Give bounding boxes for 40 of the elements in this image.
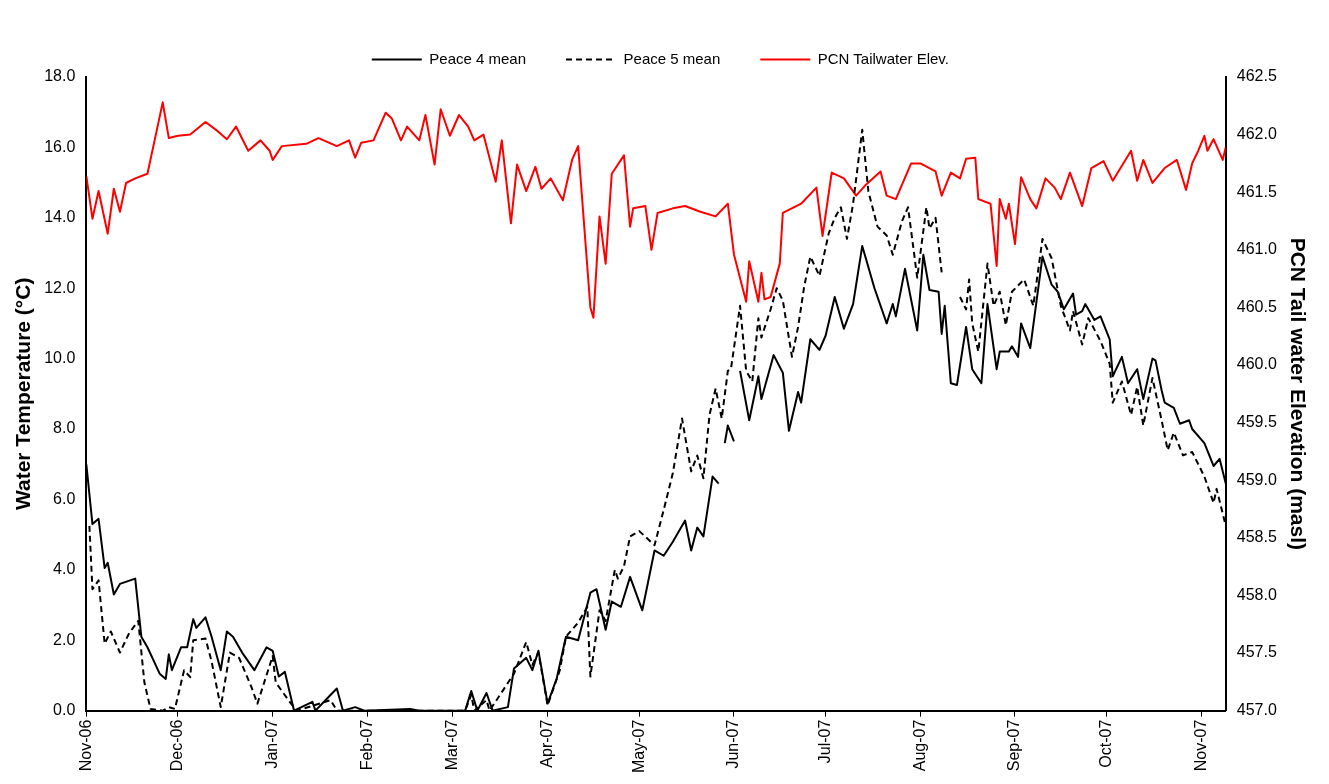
x-tick-label: Jan-07 — [263, 719, 281, 769]
x-tick-label: Mar-07 — [443, 719, 461, 771]
y-tick-label: 2.0 — [53, 630, 76, 648]
x-tick-label: Sep-07 — [1005, 719, 1023, 772]
y2-tick-label: 462.0 — [1236, 125, 1277, 143]
legend-label: PCN Tailwater Elev. — [817, 49, 949, 67]
y2-tick-label: 461.0 — [1236, 240, 1277, 258]
y-axis-title: Water Temperature (°C) — [11, 277, 35, 511]
y2-tick-label: 460.5 — [1236, 297, 1277, 315]
x-tick-label: May-07 — [629, 719, 647, 774]
y-tick-label: 18.0 — [44, 67, 76, 85]
legend-label: Peace 4 mean — [429, 49, 527, 67]
y2-tick-label: 458.5 — [1236, 528, 1277, 546]
y2-tick-label: 457.5 — [1236, 643, 1277, 661]
x-tick-label: Nov-06 — [76, 719, 94, 772]
x-tick-label: Feb-07 — [357, 719, 375, 771]
y2-tick-label: 461.5 — [1236, 182, 1277, 200]
y2-tick-label: 460.0 — [1236, 355, 1277, 373]
y2-tick-label: 459.5 — [1236, 413, 1277, 431]
x-tick-label: Oct-07 — [1097, 719, 1115, 768]
y-tick-label: 4.0 — [53, 560, 76, 578]
y-tick-label: 8.0 — [53, 419, 76, 437]
y-tick-label: 10.0 — [44, 349, 76, 367]
x-tick-label: Apr-07 — [538, 719, 556, 768]
y2-tick-label: 457.0 — [1236, 701, 1277, 719]
y-tick-label: 14.0 — [44, 208, 76, 226]
x-tick-label: Aug-07 — [910, 719, 928, 772]
y-tick-label: 0.0 — [53, 701, 76, 719]
y2-tick-label: 462.5 — [1236, 67, 1277, 85]
x-tick-label: Dec-06 — [168, 719, 186, 772]
y2-tick-label: 458.0 — [1236, 585, 1277, 603]
x-tick-label: Jul-07 — [816, 719, 833, 764]
x-tick-label: Nov-07 — [1191, 719, 1209, 772]
y-tick-label: 6.0 — [53, 489, 76, 507]
y2-tick-label: 459.0 — [1236, 470, 1277, 488]
y2-axis-title: PCN Tail water Elevation (masl) — [1286, 237, 1310, 551]
legend-label: Peace 5 mean — [623, 49, 721, 67]
y-tick-label: 12.0 — [44, 278, 76, 296]
y-tick-label: 16.0 — [44, 137, 76, 155]
x-tick-label: Jun-07 — [724, 719, 742, 769]
